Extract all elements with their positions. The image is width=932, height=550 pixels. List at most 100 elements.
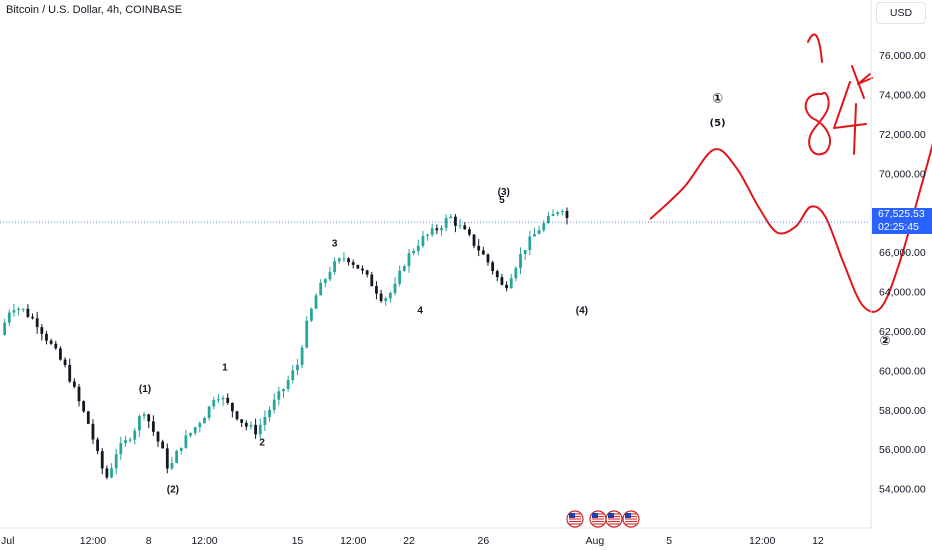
candle-body (193, 427, 197, 433)
candle-body (286, 379, 290, 390)
candle-body (221, 397, 225, 400)
candle-body (77, 386, 81, 402)
candle-body (128, 439, 132, 441)
candle-body (393, 283, 397, 293)
candle-body (114, 454, 118, 469)
candle-body (105, 468, 109, 478)
wave-label: 4 (417, 305, 423, 316)
candle-body (282, 389, 285, 392)
candle-body (305, 320, 309, 348)
y-tick-label: 58,000.00 (879, 405, 926, 417)
candle-body (440, 227, 443, 231)
candle-body (379, 293, 383, 302)
candle-body (467, 229, 471, 235)
candle-body (249, 424, 253, 427)
y-tick-label: 62,000.00 (879, 326, 926, 338)
candle-body (533, 234, 536, 237)
candle-body (323, 279, 327, 283)
candle-body (100, 451, 104, 469)
candle-body (463, 225, 467, 230)
x-tick-label: 12:00 (749, 535, 775, 547)
x-tick-label: 26 (477, 535, 489, 547)
candle-body (82, 401, 86, 412)
candle-body (91, 423, 95, 440)
candle-body (244, 422, 248, 427)
flag-canton (569, 513, 575, 518)
candle-body (230, 402, 234, 412)
candle-body (481, 250, 485, 255)
candle-body (328, 272, 332, 280)
wave-label: 1 (222, 362, 228, 373)
candle-body (240, 419, 244, 423)
us-flag-icon[interactable] (589, 510, 607, 528)
y-tick-label: 74,000.00 (879, 90, 926, 102)
candle-body (268, 409, 271, 418)
candle-body (347, 258, 350, 263)
candle-body (217, 399, 220, 401)
candle-body (212, 399, 216, 407)
candle-body (435, 228, 439, 231)
candle-body (365, 270, 369, 275)
candle-body (96, 439, 99, 452)
candle-body (514, 268, 518, 279)
candle-body (277, 391, 281, 400)
candle-body (49, 340, 53, 344)
candle-body (309, 308, 313, 321)
projection-wave-label: ① (712, 91, 723, 106)
candle-body (565, 211, 569, 218)
wave-label: 3 (332, 238, 338, 249)
candle-body (398, 270, 402, 284)
candle-body (156, 431, 160, 442)
candle-body (412, 250, 416, 254)
candle-body (165, 448, 169, 469)
candle-body (421, 235, 425, 246)
candle-body (7, 312, 11, 323)
candle-body (547, 215, 550, 224)
candle-body (551, 213, 555, 216)
us-flag-icon[interactable] (566, 510, 584, 528)
candle-body (254, 424, 258, 435)
us-flag-icon[interactable] (622, 510, 640, 528)
candle-body (291, 370, 295, 380)
wave-label: 2 (259, 437, 265, 448)
candle-body (147, 414, 151, 422)
x-tick-label: 12:00 (191, 535, 217, 547)
projection-drawing (649, 33, 932, 313)
candle-body (495, 271, 499, 278)
candle-body (444, 218, 448, 228)
y-tick-label: 64,000.00 (879, 287, 926, 299)
candle-body (12, 310, 16, 313)
us-flag-icon[interactable] (605, 510, 623, 528)
candle-body (21, 308, 25, 310)
candle-body (59, 348, 62, 360)
candle-body (407, 253, 411, 267)
candle-body (314, 295, 318, 309)
candle-body (189, 432, 192, 436)
candle-body (351, 262, 355, 265)
last-price-value: 67,525.53 (878, 208, 925, 220)
candle-body (198, 423, 202, 428)
x-tick-label: 12 (812, 535, 824, 547)
candle-body (361, 268, 364, 271)
candle-body (300, 347, 304, 365)
projection-wave-label: (5) (710, 118, 726, 129)
candle-body (384, 298, 388, 302)
y-tick-label: 66,000.00 (879, 247, 926, 259)
candle-body (72, 381, 76, 387)
x-tick-label: Jul (1, 535, 14, 547)
y-tick-label: 72,000.00 (879, 129, 926, 141)
candle-body (477, 245, 481, 251)
wave-labels: (1) 1 (2) 2 3 4 (3)5 (4) ① (5) ② (139, 91, 890, 495)
x-tick-label: 15 (292, 535, 304, 547)
candle-body (226, 397, 230, 403)
candle-body (54, 343, 58, 349)
time-axis: Jul 12:00 8 12:00 15 12:00 22 26 Aug 5 12:00 12 (0, 527, 871, 547)
candle-body (402, 266, 406, 271)
y-tick-label: 60,000.00 (879, 365, 926, 377)
currency-button[interactable]: USD (876, 2, 926, 24)
candle-body (179, 447, 183, 451)
candle-body (523, 249, 527, 254)
candle-body (263, 417, 267, 425)
annotation-84k (804, 65, 873, 156)
